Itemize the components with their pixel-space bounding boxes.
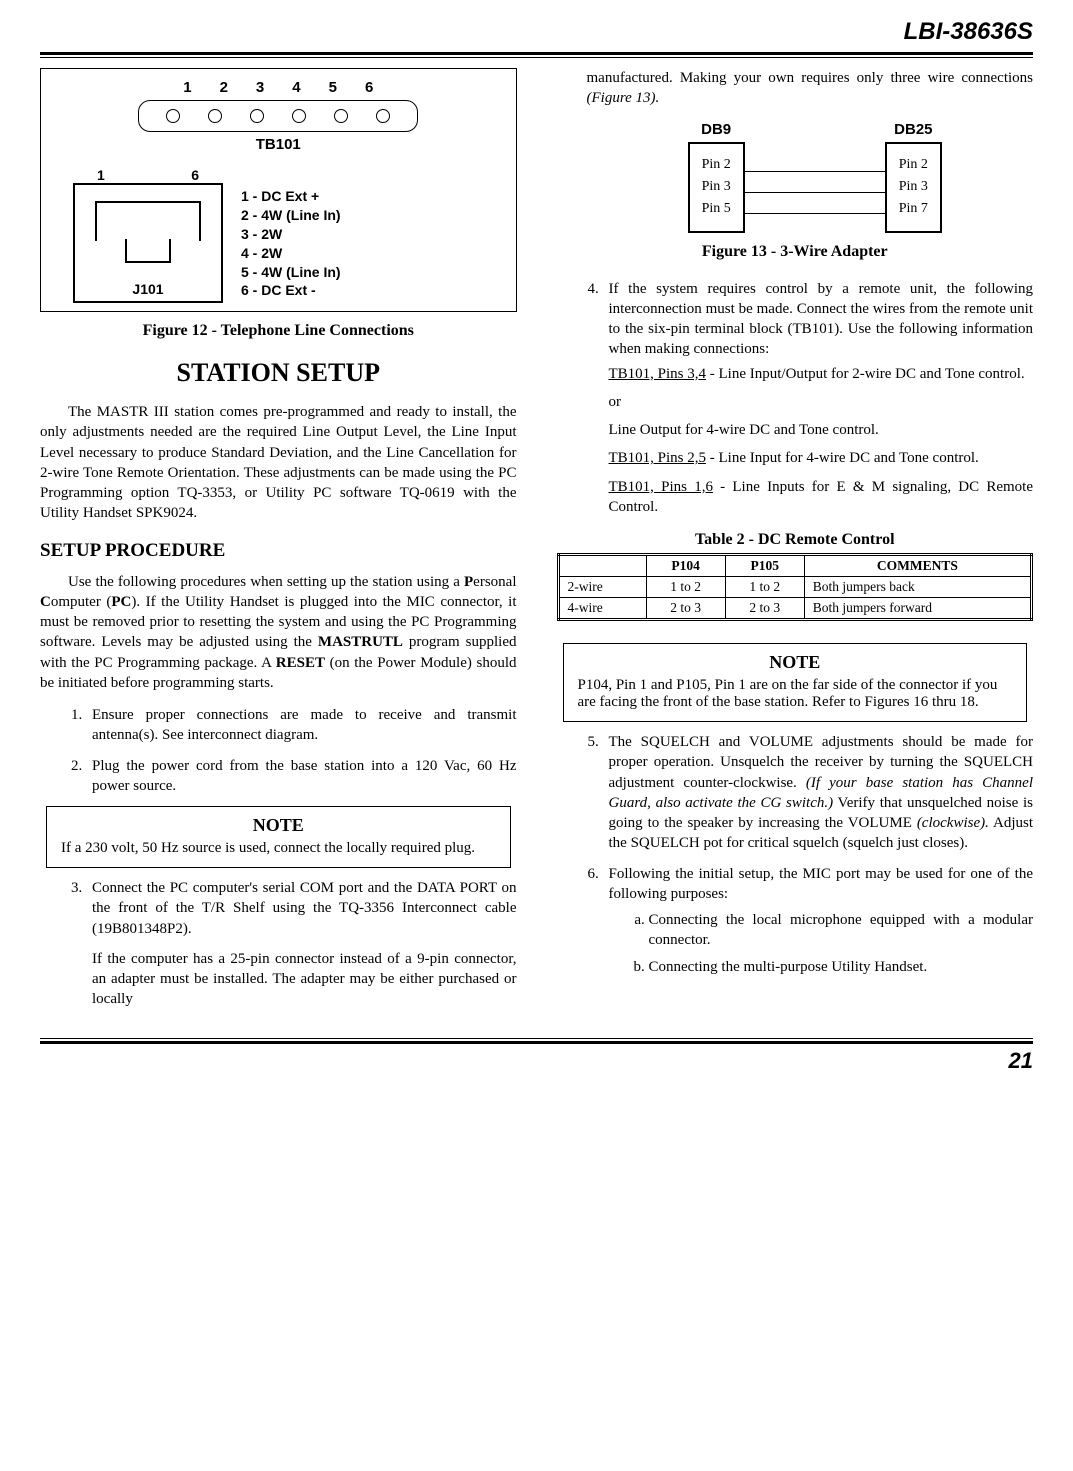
legend-row: 5 - 4W (Line In) <box>241 263 341 282</box>
note-box-2: NOTE P104, Pin 1 and P105, Pin 1 are on … <box>563 643 1028 722</box>
cell: Both jumpers forward <box>804 598 1031 620</box>
step-3-text: Connect the PC computer's serial COM por… <box>92 880 517 937</box>
pin-row: Pin 3 <box>702 176 731 198</box>
pin-legend: 1 - DC Ext + 2 - 4W (Line In) 3 - 2W 4 -… <box>241 187 341 300</box>
db9-box: Pin 2 Pin 3 Pin 5 <box>688 142 745 233</box>
table-2: P104 P105 COMMENTS 2-wire 1 to 2 1 to 2 … <box>557 553 1034 621</box>
step-6b: Connecting the multi-purpose Utility Han… <box>649 957 1034 977</box>
procedure-list-cont: Connect the PC computer's serial COM por… <box>40 878 517 1010</box>
step-4: If the system requires control by a remo… <box>603 279 1034 518</box>
figure-13-diagram: DB9 Pin 2 Pin 3 Pin 5 DB25 Pin 2 Pin 3 P… <box>597 121 1034 233</box>
pin-row: Pin 2 <box>899 154 928 176</box>
cell: 4-wire <box>558 598 646 620</box>
cell: Both jumpers back <box>804 577 1031 598</box>
th-blank <box>558 555 646 577</box>
th-p105: P105 <box>725 555 804 577</box>
step-3-cont: If the computer has a 25-pin connector i… <box>92 949 517 1010</box>
tb101-connector <box>138 100 418 132</box>
figure-12-caption: Figure 12 - Telephone Line Connections <box>40 322 517 340</box>
header-rule-thin <box>40 57 1033 58</box>
tb-num: 5 <box>329 79 337 96</box>
cell: 2 to 3 <box>725 598 804 620</box>
step-3: Connect the PC computer's serial COM por… <box>86 878 517 1010</box>
th-p104: P104 <box>646 555 725 577</box>
note-body: If a 230 volt, 50 Hz source is used, con… <box>61 840 496 857</box>
step-6-lead: Following the initial setup, the MIC por… <box>609 866 1034 902</box>
legend-row: 6 - DC Ext - <box>241 281 341 300</box>
tb-pins-25-desc: - Line Input for 4-wire DC and Tone cont… <box>706 450 979 466</box>
pin-row: Pin 5 <box>702 198 731 220</box>
doc-id-header: LBI-38636S <box>40 18 1033 46</box>
table-row: 4-wire 2 to 3 2 to 3 Both jumpers forwar… <box>558 598 1032 620</box>
setup-procedure-heading: SETUP PROCEDURE <box>40 540 517 562</box>
step-2: Plug the power cord from the base statio… <box>86 756 517 797</box>
procedure-list-right-2: The SQUELCH and VOLUME adjustments shoul… <box>557 732 1034 977</box>
table-2-title: Table 2 - DC Remote Control <box>557 531 1034 549</box>
legend-row: 2 - 4W (Line In) <box>241 206 341 225</box>
tb-num: 6 <box>365 79 373 96</box>
station-setup-heading: STATION SETUP <box>40 358 517 388</box>
figure-12-diagram: 1 2 3 4 5 6 TB101 1 6 J10 <box>40 68 517 312</box>
j101-connector: J101 <box>73 183 223 303</box>
db25-box: Pin 2 Pin 3 Pin 7 <box>885 142 942 233</box>
footer-rule-thin <box>40 1038 1033 1039</box>
legend-row: 3 - 2W <box>241 225 341 244</box>
line-output-4wire: Line Output for 4-wire DC and Tone contr… <box>609 420 1034 440</box>
tb-num: 4 <box>292 79 300 96</box>
or-text: or <box>609 392 1034 412</box>
figure-13-caption: Figure 13 - 3-Wire Adapter <box>557 243 1034 261</box>
pin-row: Pin 2 <box>702 154 731 176</box>
legend-row: 1 - DC Ext + <box>241 187 341 206</box>
step-5: The SQUELCH and VOLUME adjustments shoul… <box>603 732 1034 854</box>
pin-row: Pin 7 <box>899 198 928 220</box>
cell: 1 to 2 <box>725 577 804 598</box>
note-box-1: NOTE If a 230 volt, 50 Hz source is used… <box>46 806 511 868</box>
tb-num: 1 <box>183 79 191 96</box>
pin-row: Pin 3 <box>899 176 928 198</box>
cell: 2 to 3 <box>646 598 725 620</box>
step-6a: Connecting the local microphone equipped… <box>649 910 1034 951</box>
page-number: 21 <box>40 1048 1033 1074</box>
legend-row: 4 - 2W <box>241 244 341 263</box>
tb101-label: TB101 <box>53 136 504 153</box>
tb-num: 3 <box>256 79 264 96</box>
db9-label: DB9 <box>701 121 731 138</box>
left-column: 1 2 3 4 5 6 TB101 1 6 J10 <box>40 68 517 1020</box>
tb-pins-34-desc: - Line Input/Output for 2-wire DC and To… <box>706 366 1025 382</box>
wire-lines <box>745 165 885 214</box>
procedure-list-right: If the system requires control by a remo… <box>557 279 1034 518</box>
cell: 1 to 2 <box>646 577 725 598</box>
step-4-lead: If the system requires control by a remo… <box>609 281 1034 358</box>
right-column: manufactured. Making your own requires o… <box>557 68 1034 1020</box>
step-6-sublist: Connecting the local microphone equipped… <box>609 910 1034 977</box>
step-6: Following the initial setup, the MIC por… <box>603 864 1034 977</box>
procedure-list: Ensure proper connections are made to re… <box>40 705 517 796</box>
note-body: P104, Pin 1 and P105, Pin 1 are on the f… <box>578 677 1013 711</box>
j101-num-left: 1 <box>97 167 105 183</box>
cell: 2-wire <box>558 577 646 598</box>
j101-label: J101 <box>75 281 221 297</box>
step-1: Ensure proper connections are made to re… <box>86 705 517 746</box>
db25-label: DB25 <box>894 121 932 138</box>
j101-num-right: 6 <box>191 167 199 183</box>
footer-rule-thick <box>40 1041 1033 1044</box>
table-row: 2-wire 1 to 2 1 to 2 Both jumpers back <box>558 577 1032 598</box>
header-rule-thick <box>40 52 1033 55</box>
note-title: NOTE <box>61 815 496 836</box>
tb-pins-16: TB101, Pins 1,6 <box>609 479 713 495</box>
setup-procedure-intro: Use the following procedures when settin… <box>40 572 517 694</box>
tb-num: 2 <box>220 79 228 96</box>
station-setup-paragraph: The MASTR III station comes pre-programm… <box>40 402 517 524</box>
th-comments: COMMENTS <box>804 555 1031 577</box>
tb-pins-34: TB101, Pins 3,4 <box>609 366 707 382</box>
tb-pins-25: TB101, Pins 2,5 <box>609 450 707 466</box>
step-3-cont-right: manufactured. Making your own requires o… <box>587 68 1034 109</box>
note-title: NOTE <box>578 652 1013 673</box>
